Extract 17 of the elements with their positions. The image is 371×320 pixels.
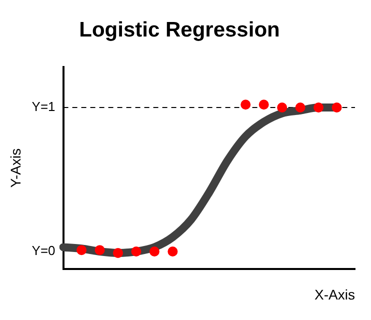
point xyxy=(295,102,306,113)
chart-title: Logistic Regression xyxy=(79,18,280,42)
y-tick-label: Y=0 xyxy=(32,243,56,258)
point xyxy=(240,100,251,110)
point xyxy=(131,246,142,257)
point xyxy=(94,245,105,256)
point xyxy=(314,102,324,113)
point xyxy=(258,100,269,110)
x-axis-title: X-Axis xyxy=(314,286,355,302)
point xyxy=(149,246,160,257)
y-tick-label: Y=1 xyxy=(32,99,56,114)
point xyxy=(168,246,178,257)
point xyxy=(112,248,123,258)
point xyxy=(277,102,288,113)
point xyxy=(332,102,342,113)
point xyxy=(76,245,87,256)
y-axis-title: Y-Axis xyxy=(7,148,24,188)
